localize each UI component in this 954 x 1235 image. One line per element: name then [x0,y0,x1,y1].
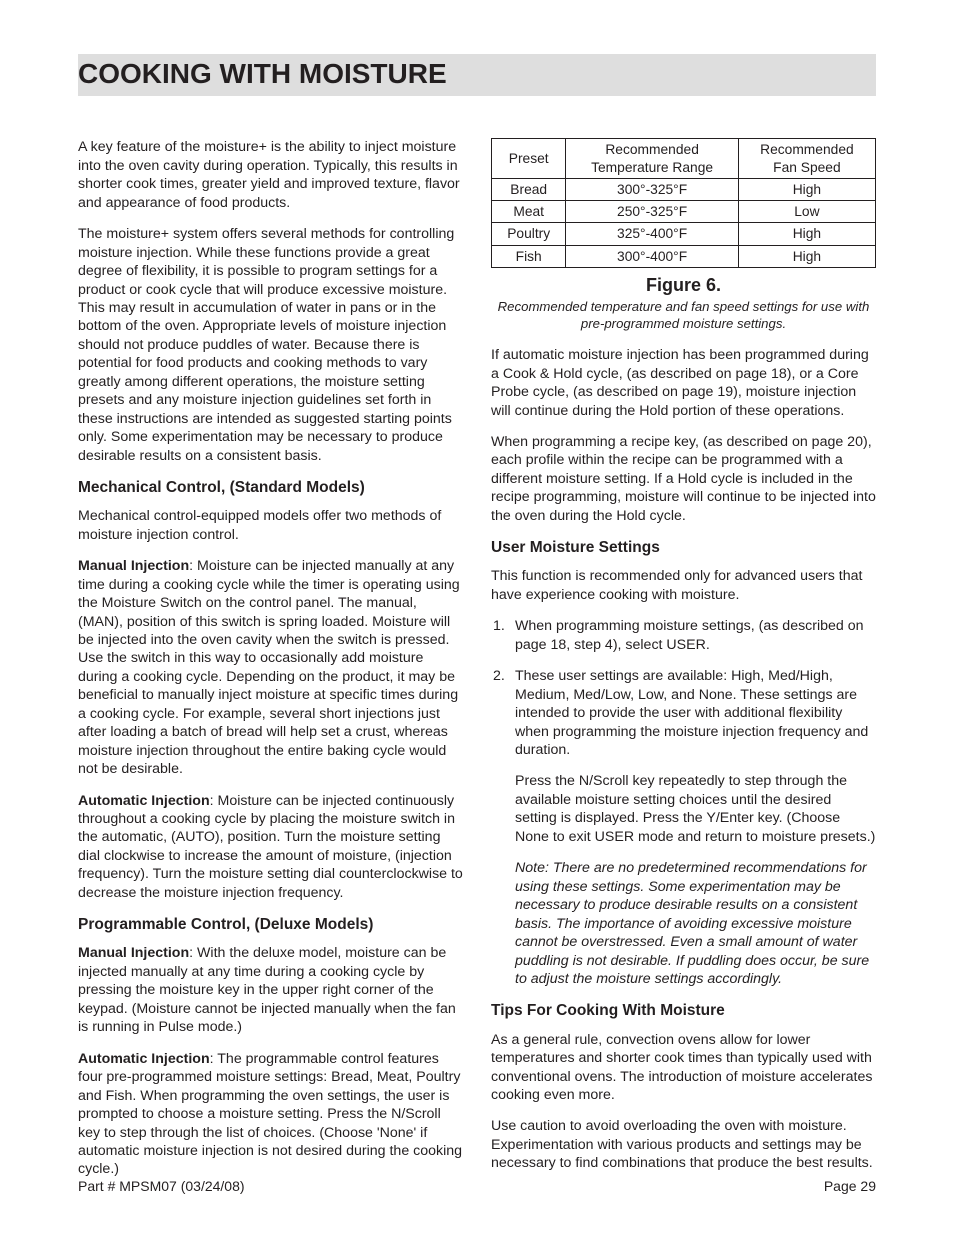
table-header-temp: Recommended Temperature Range [566,139,738,178]
deluxe-manual-injection-label: Manual Injection [78,945,189,961]
mechanical-intro: Mechanical control-equipped models offer… [78,507,463,544]
table-row: Fish 300°-400°F High [492,245,876,267]
cell-preset: Meat [492,201,566,223]
manual-injection-label: Manual Injection [78,558,189,574]
right-paragraph-2: When programming a recipe key, (as descr… [491,433,876,525]
left-column: A key feature of the moisture+ is the ab… [78,138,463,1178]
manual-injection-paragraph: Manual Injection: Moisture can be inject… [78,557,463,778]
figure-caption: Recommended temperature and fan speed se… [491,299,876,332]
automatic-injection-label: Automatic Injection [78,793,210,809]
cell-preset: Bread [492,178,566,200]
list-item: When programming moisture settings, (as … [491,617,876,654]
cell-fan: High [738,223,875,245]
deluxe-automatic-injection-label: Automatic Injection [78,1051,210,1067]
cell-temp: 325°-400°F [566,223,738,245]
manual-injection-text: : Moisture can be injected manually at a… [78,558,460,777]
footer-page-number: Page 29 [824,1177,876,1195]
page-footer: Part # MPSM07 (03/24/08) Page 29 [78,1177,876,1195]
user-settings-intro: This function is recommended only for ad… [491,567,876,604]
tips-paragraph-2: Use caution to avoid overloading the ove… [491,1117,876,1172]
figure-title: Figure 6. [491,274,876,297]
deluxe-manual-injection-paragraph: Manual Injection: With the deluxe model,… [78,944,463,1036]
list-item-2-para-1: These user settings are available: High,… [515,667,876,759]
automatic-injection-paragraph: Automatic Injection: Moisture can be inj… [78,792,463,903]
cell-fan: High [738,245,875,267]
table-header-fan: Recommended Fan Speed [738,139,875,178]
two-column-layout: A key feature of the moisture+ is the ab… [78,138,876,1178]
table-row: Meat 250°-325°F Low [492,201,876,223]
page-title-bar: COOKING WITH MOISTURE [78,54,876,96]
preset-table: Preset Recommended Temperature Range Rec… [491,138,876,267]
table-row: Bread 300°-325°F High [492,178,876,200]
heading-mechanical-control: Mechanical Control, (Standard Models) [78,478,463,498]
list-item-2-note: Note: There are no predetermined recomme… [515,859,876,988]
tips-paragraph-1: As a general rule, convection ovens allo… [491,1031,876,1105]
right-paragraph-1: If automatic moisture injection has been… [491,346,876,420]
deluxe-automatic-injection-text: : The programmable control features four… [78,1051,462,1178]
heading-programmable-control: Programmable Control, (Deluxe Models) [78,915,463,935]
cell-fan: High [738,178,875,200]
list-item: These user settings are available: High,… [491,667,876,988]
list-item-1-text: When programming moisture settings, (as … [515,618,864,652]
right-column: Preset Recommended Temperature Range Rec… [491,138,876,1178]
table-header-temp-line2: Temperature Range [591,160,713,175]
cell-fan: Low [738,201,875,223]
page-title: COOKING WITH MOISTURE [78,56,876,92]
user-settings-list: When programming moisture settings, (as … [491,617,876,988]
heading-tips: Tips For Cooking With Moisture [491,1001,876,1021]
intro-paragraph-2: The moisture+ system offers several meth… [78,225,463,465]
table-header-row: Preset Recommended Temperature Range Rec… [492,139,876,178]
table-header-preset: Preset [492,139,566,178]
footer-part-number: Part # MPSM07 (03/24/08) [78,1177,245,1195]
cell-temp: 300°-400°F [566,245,738,267]
table-header-fan-line2: Fan Speed [773,160,841,175]
list-item-2-para-2: Press the N/Scroll key repeatedly to ste… [515,772,876,846]
intro-paragraph-1: A key feature of the moisture+ is the ab… [78,138,463,212]
cell-preset: Poultry [492,223,566,245]
cell-temp: 300°-325°F [566,178,738,200]
deluxe-automatic-injection-paragraph: Automatic Injection: The programmable co… [78,1050,463,1179]
table-row: Poultry 325°-400°F High [492,223,876,245]
heading-user-moisture-settings: User Moisture Settings [491,538,876,558]
table-header-temp-line1: Recommended [605,142,699,157]
cell-preset: Fish [492,245,566,267]
table-header-fan-line1: Recommended [760,142,854,157]
cell-temp: 250°-325°F [566,201,738,223]
